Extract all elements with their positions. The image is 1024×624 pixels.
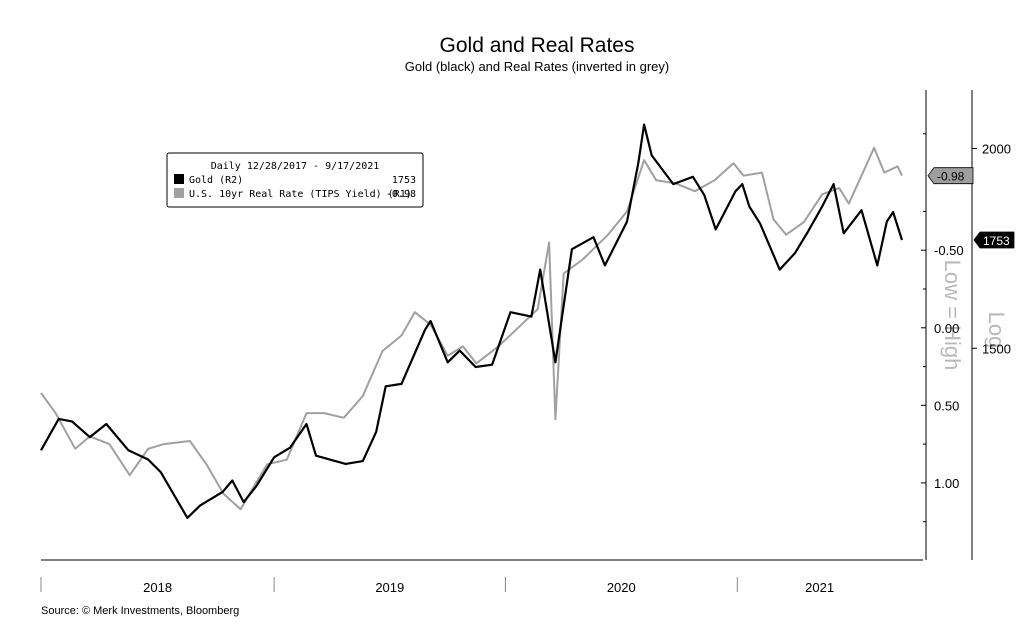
legend-box — [166, 152, 424, 208]
series-line-real-rate — [40, 146, 903, 511]
chart-subtitle: Gold (black) and Real Rates (inverted in… — [405, 59, 669, 74]
last-value-tag-gold: 1753 — [983, 234, 1010, 248]
x-tick-label: 2020 — [607, 580, 636, 595]
legend-label-gold: Gold (R2) — [189, 175, 243, 186]
r2-tick-label: 2000 — [982, 142, 1011, 157]
r1-tick-label: 0.00 — [934, 321, 959, 336]
series-line-gold — [40, 123, 904, 520]
r1-tick-label: 0.50 — [934, 398, 959, 413]
last-value-tags: -0.98 1753 — [927, 167, 1015, 249]
x-tick-label: 2018 — [143, 580, 172, 595]
legend-value-gold: 1753 — [392, 175, 416, 186]
legend-swatch-real-rate — [174, 188, 184, 198]
r2-axis-ticks: 2000 1500 — [972, 142, 1011, 356]
x-tick-label: 2021 — [805, 580, 834, 595]
r2-axis-title: Log — [984, 312, 1009, 349]
x-axis: 2018 2019 2020 2021 — [40, 577, 834, 595]
legend: Daily 12/28/2017 - 9/17/2021 Gold (R2) 1… — [166, 152, 424, 208]
last-value-tag-real-rate-box — [927, 167, 974, 185]
r1-axis-ticks: -0.50 0.00 0.50 1.00 — [921, 133, 964, 523]
legend-value-real-rate: -0.98 — [386, 189, 416, 200]
last-value-tag-gold-box — [973, 231, 1015, 249]
r1-tick-label: 1.00 — [934, 476, 959, 491]
legend-label-real-rate: U.S. 10yr Real Rate (TIPS Yield) (R1) — [189, 189, 412, 200]
legend-header: Daily 12/28/2017 - 9/17/2021 — [211, 161, 380, 172]
r2-tick-label: 1500 — [982, 341, 1011, 356]
last-value-tag-real-rate: -0.98 — [937, 170, 965, 184]
x-tick-label: 2019 — [375, 580, 404, 595]
r1-axis-title: Low = High — [940, 260, 965, 371]
source-note: Source: © Merk Investments, Bloomberg — [41, 605, 239, 617]
series — [40, 123, 904, 520]
r1-tick-label: -0.50 — [934, 243, 964, 258]
legend-swatch-gold — [174, 174, 184, 184]
chart-title: Gold and Real Rates — [440, 34, 635, 57]
